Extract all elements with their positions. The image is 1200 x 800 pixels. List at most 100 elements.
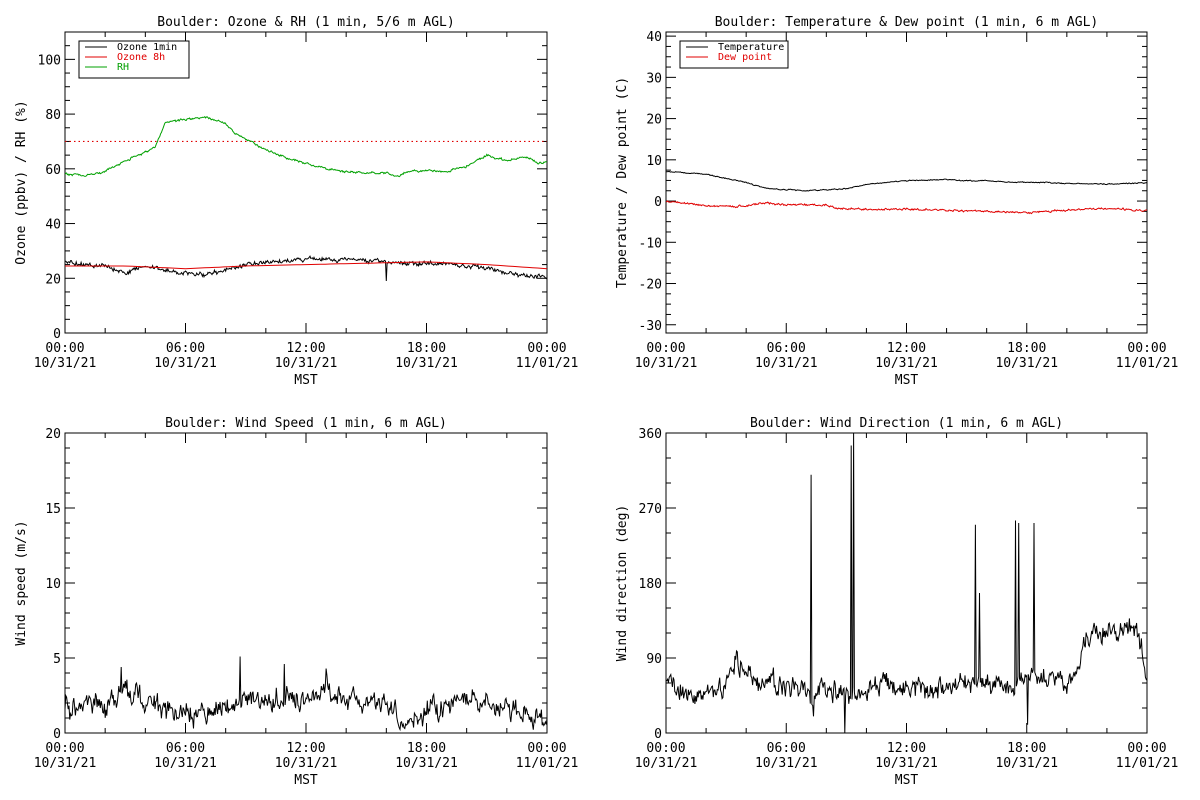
x-tick-date-label: 10/31/21 (275, 756, 338, 771)
y-tick-label: 15 (45, 502, 61, 517)
x-tick-label: 06:00 (767, 341, 806, 356)
x-tick-date-label: 10/31/21 (635, 756, 698, 771)
legend-label: Dew point (718, 52, 772, 63)
x-tick-label: 12:00 (887, 741, 926, 756)
x-tick-date-label: 10/31/21 (154, 756, 217, 771)
legend-label: Temperature (718, 42, 784, 53)
x-tick-label: 00:00 (45, 341, 84, 356)
x-tick-date-label: 10/31/21 (875, 756, 938, 771)
plot-frame (665, 432, 1148, 734)
x-tick-label: 18:00 (1007, 741, 1046, 756)
y-tick-label: 40 (646, 30, 662, 45)
x-tick-label: 12:00 (286, 341, 325, 356)
y-tick-label: 20 (646, 113, 662, 128)
x-tick-date-label: 10/31/21 (395, 356, 458, 371)
series-line-2 (65, 115, 547, 178)
y-tick-label: 0 (53, 327, 61, 342)
x-tick-date-label: 10/31/21 (755, 356, 818, 371)
x-tick-date-label: 11/01/21 (1116, 756, 1179, 771)
legend-label: Ozone 8h (117, 52, 165, 63)
x-tick-date-label: 10/31/21 (154, 356, 217, 371)
wind-direction-panel: Boulder: Wind Direction (1 min, 6 m AGL)… (615, 416, 1178, 788)
ozone-rh-panel: Boulder: Ozone & RH (1 min, 5/6 m AGL)00… (14, 15, 578, 388)
x-tick-date-label: 10/31/21 (995, 756, 1058, 771)
x-tick-date-label: 11/01/21 (516, 756, 579, 771)
x-tick-label: 06:00 (767, 741, 806, 756)
y-axis-label: Ozone (ppbv) / RH (%) (14, 100, 29, 264)
x-tick-date-label: 10/31/21 (995, 356, 1058, 371)
x-tick-date-label: 10/31/21 (275, 356, 338, 371)
data-layer (65, 115, 547, 282)
y-axis-label: Temperature / Dew point (C) (615, 77, 630, 288)
series-line-1 (65, 261, 547, 270)
y-tick-label: -20 (639, 278, 662, 293)
wind-speed-panel: Boulder: Wind Speed (1 min, 6 m AGL) 00:0… (14, 416, 578, 788)
series-line-0 (65, 255, 547, 282)
x-tick-date-label: 10/31/21 (395, 756, 458, 771)
x-tick-label: 18:00 (407, 741, 446, 756)
x-tick-label: 00:00 (1127, 341, 1166, 356)
series-line-0 (666, 170, 1147, 192)
y-tick-label: 0 (654, 727, 662, 742)
x-tick-date-label: 11/01/21 (1116, 356, 1179, 371)
y-tick-label: 5 (53, 652, 61, 667)
y-tick-label: 30 (646, 71, 662, 86)
chart-title: Boulder: Wind Direction (1 min, 6 m AGL) (750, 416, 1063, 431)
x-tick-date-label: 10/31/21 (34, 756, 97, 771)
y-tick-label: 20 (45, 427, 61, 442)
y-tick-label: 270 (639, 502, 662, 517)
x-tick-date-label: 10/31/21 (635, 356, 698, 371)
y-tick-label: 60 (45, 163, 61, 178)
x-tick-label: 18:00 (1007, 341, 1046, 356)
series-line-0 (65, 656, 547, 732)
x-tick-label: 00:00 (527, 341, 566, 356)
y-tick-label: 180 (639, 577, 662, 592)
temperature-dewpoint-panel: Boulder: Temperature & Dew point (1 min,… (615, 15, 1178, 388)
x-tick-label: 12:00 (887, 341, 926, 356)
y-tick-label: 20 (45, 272, 61, 287)
x-tick-label: 00:00 (527, 741, 566, 756)
series-line-1 (666, 200, 1147, 215)
x-tick-date-label: 10/31/21 (875, 356, 938, 371)
y-tick-label: 40 (45, 218, 61, 233)
plot-frame (665, 31, 1148, 334)
data-layer (666, 170, 1147, 215)
y-tick-label: 0 (53, 727, 61, 742)
x-tick-date-label: 10/31/21 (34, 356, 97, 371)
y-tick-label: 100 (38, 53, 61, 68)
data-layer (65, 656, 547, 732)
y-tick-label: 360 (639, 427, 662, 442)
chart-title: Boulder: Wind Speed (1 min, 6 m AGL) (165, 416, 447, 431)
y-tick-label: 10 (646, 154, 662, 169)
series-line-0 (666, 433, 1147, 733)
legend-label: Ozone 1min (117, 42, 177, 53)
x-axis-label: MST (294, 773, 318, 788)
x-tick-label: 00:00 (646, 741, 685, 756)
x-tick-label: 12:00 (286, 741, 325, 756)
chart-title: Boulder: Ozone & RH (1 min, 5/6 m AGL) (157, 15, 454, 30)
y-tick-label: 0 (654, 195, 662, 210)
x-tick-label: 00:00 (646, 341, 685, 356)
x-tick-label: 00:00 (1127, 741, 1166, 756)
y-tick-label: -10 (639, 236, 662, 251)
y-tick-label: -30 (639, 319, 662, 334)
x-tick-label: 18:00 (407, 341, 446, 356)
y-axis-label: Wind direction (deg) (615, 505, 630, 662)
x-axis-label: MST (895, 773, 919, 788)
y-tick-label: 90 (646, 652, 662, 667)
y-tick-label: 10 (45, 577, 61, 592)
legend-label: RH (117, 62, 129, 73)
x-tick-date-label: 11/01/21 (516, 356, 579, 371)
x-axis-label: MST (895, 373, 919, 388)
data-layer (666, 433, 1147, 733)
x-tick-label: 06:00 (166, 741, 205, 756)
y-axis-label: Wind speed (m/s) (14, 520, 29, 645)
x-tick-label: 00:00 (45, 741, 84, 756)
chart-title: Boulder: Temperature & Dew point (1 min,… (715, 15, 1099, 30)
x-axis-label: MST (294, 373, 318, 388)
legend-box (679, 40, 789, 69)
x-tick-date-label: 10/31/21 (755, 756, 818, 771)
